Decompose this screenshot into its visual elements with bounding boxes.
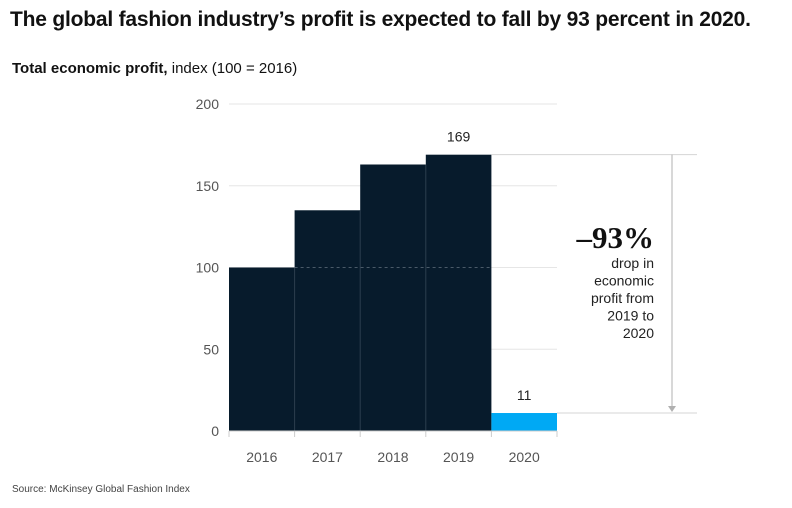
drop-caption-line-2: profit from (591, 290, 654, 306)
y-tick-label-50: 50 (203, 341, 219, 357)
data-label-2019: 169 (447, 129, 471, 145)
drop-caption-line-0: drop in (611, 255, 654, 271)
bars (229, 154, 557, 431)
chart-title: The global fashion industry’s profit is … (10, 8, 751, 31)
x-tick-label-2020: 2020 (509, 449, 540, 465)
drop-caption-line-1: economic (594, 273, 654, 289)
drop-percent: –93% (576, 220, 655, 255)
chart-subtitle: Total economic profit, index (100 = 2016… (12, 60, 297, 77)
drop-caption-line-4: 2020 (623, 325, 654, 341)
bar-2019 (425, 154, 492, 431)
source-note: Source: McKinsey Global Fashion Index (12, 484, 190, 495)
x-axis: 2016 2017 2018 2019 2020 (228, 430, 558, 465)
x-tick-label-2017: 2017 (312, 449, 343, 465)
bar-2018 (360, 164, 426, 431)
x-tick-label-2018: 2018 (377, 449, 408, 465)
y-tick-label-200: 200 (196, 96, 220, 112)
subtitle-rest: index (100 = 2016) (167, 60, 298, 77)
y-tick-label-0: 0 (211, 423, 219, 439)
bar-2017 (294, 210, 361, 431)
drop-arrow-head (668, 406, 676, 413)
x-tick-label-2016: 2016 (246, 449, 277, 465)
y-tick-label-150: 150 (196, 178, 220, 194)
x-tick-label-2019: 2019 (443, 449, 474, 465)
y-axis: 0 50 100 150 200 (196, 96, 220, 439)
data-labels: 169 11 (447, 129, 532, 403)
data-label-2020: 11 (517, 387, 532, 403)
bar-2016 (229, 267, 295, 431)
drop-caption-line-3: 2019 to (607, 308, 654, 324)
subtitle-strong: Total economic profit, (12, 60, 168, 77)
y-tick-label-100: 100 (196, 260, 220, 276)
bar-2020 (491, 413, 557, 431)
